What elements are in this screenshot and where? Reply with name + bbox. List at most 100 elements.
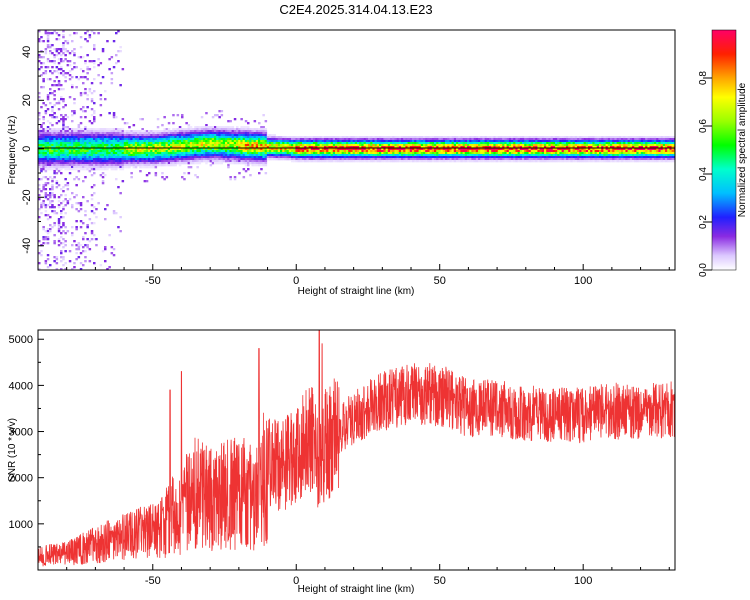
heatmap-cell	[236, 132, 239, 135]
heatmap-cell	[46, 78, 50, 81]
heatmap-cell	[110, 168, 114, 171]
heatmap-cell	[159, 142, 162, 145]
heatmap-cell	[84, 60, 87, 63]
heatmap-cell	[183, 154, 186, 157]
heatmap-cell	[590, 150, 593, 153]
heatmap-cell	[273, 144, 276, 147]
heatmap-cell	[106, 128, 109, 131]
heatmap-cell	[460, 144, 463, 147]
heatmap-cell	[251, 152, 254, 155]
heatmap-cell	[607, 142, 611, 145]
heatmap-cell	[346, 150, 349, 153]
heatmap-cell	[137, 140, 140, 143]
heatmap-cell	[469, 144, 472, 147]
heatmap-cell	[187, 162, 191, 165]
heatmap-cell	[126, 166, 129, 169]
heatmap-cell	[84, 134, 87, 137]
heatmap-cell	[557, 158, 560, 161]
heatmap-cell	[123, 150, 127, 153]
heatmap-cell	[75, 176, 78, 179]
heatmap-cell	[176, 142, 180, 145]
heatmap-cell	[82, 168, 85, 171]
heatmap-cell	[467, 136, 470, 139]
heatmap-cell	[64, 262, 67, 265]
heatmap-cell	[242, 158, 246, 161]
heatmap-cell	[141, 144, 144, 147]
heatmap-cell	[409, 158, 413, 161]
heatmap-cell	[392, 160, 395, 163]
heatmap-cell	[471, 156, 474, 159]
heatmap-cell	[618, 152, 622, 155]
heatmap-cell	[632, 140, 635, 143]
heatmap-cell	[533, 160, 536, 163]
heatmap-cell	[38, 112, 41, 115]
heatmap-cell	[431, 146, 435, 149]
heatmap-cell	[535, 148, 538, 151]
heatmap-cell	[341, 146, 345, 149]
heatmap-cell	[500, 136, 503, 139]
heatmap-cell	[46, 160, 50, 163]
heatmap-cell	[79, 92, 83, 95]
heatmap-cell	[629, 160, 633, 163]
heatmap-cell	[57, 168, 61, 171]
heatmap-cell	[352, 158, 356, 161]
heatmap-cell	[84, 148, 87, 151]
heatmap-cell	[216, 130, 219, 133]
heatmap-cell	[409, 146, 413, 149]
heatmap-cell	[412, 138, 415, 141]
heatmap-cell	[117, 150, 120, 153]
heatmap-cell	[159, 140, 162, 143]
heatmap-cell	[610, 158, 613, 161]
heatmap-cell	[51, 142, 54, 145]
heatmap-cell	[381, 156, 384, 159]
heatmap-cell	[548, 158, 551, 161]
heatmap-cell	[84, 90, 87, 93]
heatmap-cell	[112, 254, 116, 257]
heatmap-cell	[128, 134, 131, 137]
heatmap-cell	[385, 138, 389, 141]
heatmap-cell	[453, 148, 457, 151]
heatmap-cell	[412, 146, 415, 149]
heatmap-cell	[524, 154, 527, 157]
heatmap-cell	[60, 66, 63, 69]
heatmap-cell	[57, 146, 61, 149]
heatmap-cell	[491, 148, 494, 151]
heatmap-cell	[97, 134, 100, 137]
heatmap-cell	[200, 158, 204, 161]
heatmap-cell	[324, 142, 327, 145]
heatmap-cell	[515, 154, 518, 157]
heatmap-cell	[594, 140, 598, 143]
heatmap-cell	[299, 146, 303, 149]
heatmap-cell	[93, 168, 96, 171]
heatmap-cell	[242, 136, 246, 139]
heatmap-cell	[75, 156, 78, 159]
heatmap-cell	[200, 148, 204, 151]
heatmap-cell	[557, 144, 560, 147]
heatmap-cell	[447, 152, 450, 155]
heatmap-cell	[462, 138, 466, 141]
heatmap-cell	[51, 128, 54, 131]
heatmap-cell	[269, 134, 272, 137]
heatmap-cell	[535, 154, 538, 157]
heatmap-cell	[500, 140, 503, 143]
heatmap-cell	[258, 160, 261, 163]
heatmap-cell	[240, 126, 243, 129]
heatmap-cell	[167, 156, 171, 159]
heatmap-cell	[38, 164, 41, 167]
heatmap-cell	[110, 128, 114, 131]
heatmap-cell	[425, 150, 428, 153]
heatmap-cell	[159, 148, 162, 151]
heatmap-cell	[621, 146, 624, 149]
heatmap-cell	[337, 148, 340, 151]
heatmap-cell	[214, 150, 217, 153]
heatmap-cell	[354, 158, 358, 161]
heatmap-cell	[128, 158, 131, 161]
heatmap-cell	[288, 150, 292, 153]
heatmap-cell	[64, 144, 67, 147]
heatmap-cell	[71, 234, 74, 237]
heatmap-cell	[53, 144, 56, 147]
heatmap-cell	[90, 164, 94, 167]
heatmap-cell	[174, 160, 177, 163]
heatmap-cell	[596, 140, 600, 143]
heatmap-cell	[379, 156, 382, 159]
